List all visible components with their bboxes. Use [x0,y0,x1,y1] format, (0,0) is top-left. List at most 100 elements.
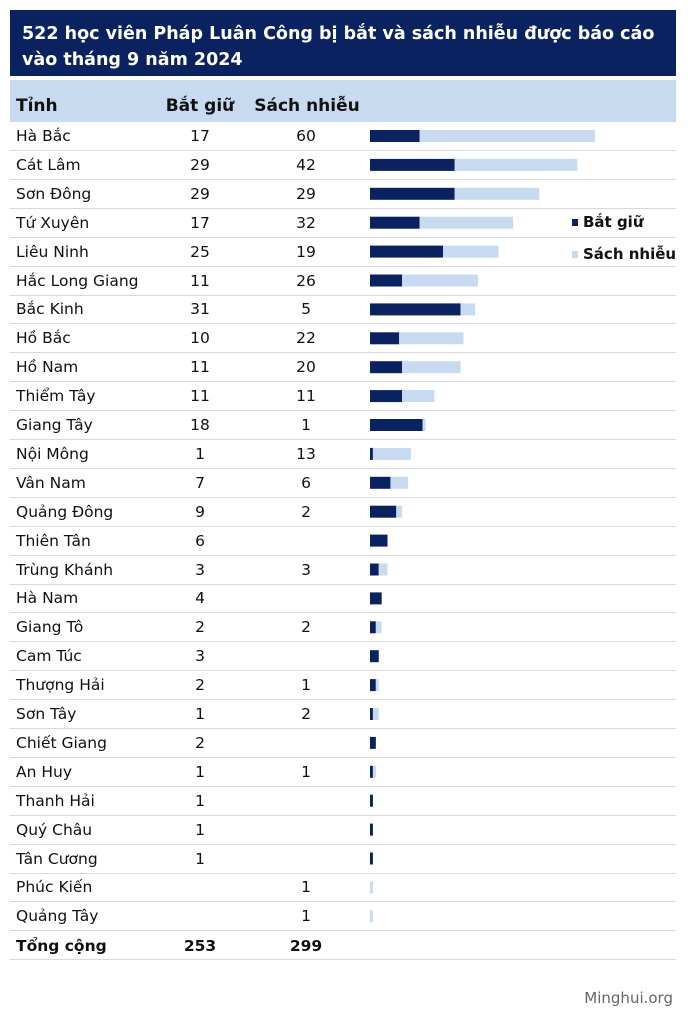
bar-arrested [370,476,391,489]
table-row: Giang Tây 18 1 [10,411,676,440]
province-cell: Tân Cương [16,849,98,868]
province-cell: Hồ Bắc [16,329,71,348]
province-cell: Giang Tây [16,416,93,434]
province-cell: Thanh Hải [16,791,95,810]
table-row: Quảng Tây 1 [10,902,676,932]
province-cell: Tứ Xuyên [16,213,90,232]
total-row: Tổng cộng 253 299 [10,931,676,961]
harassed-cell: 29 [296,184,316,203]
table-row: Vân Nam 7 6 [10,469,676,498]
bar-harassed [399,332,464,345]
arrested-cell: 6 [195,531,205,550]
harassed-cell: 26 [296,271,316,290]
bar-harassed [378,563,388,576]
arrested-cell: 1 [195,444,205,463]
harassed-cell: 1 [301,878,311,897]
arrested-cell: 17 [190,127,210,145]
bar-harassed [419,216,514,229]
harassed-cell: 3 [301,560,311,579]
province-cell: Hồ Nam [16,358,79,377]
harassed-cell: 1 [301,762,311,781]
table-row: Chiết Giang 2 [10,729,676,758]
bar-arrested [370,419,423,431]
bar-harassed [460,303,476,316]
table-row: Quý Châu 1 [10,816,676,845]
arrested-cell: 2 [195,733,205,752]
table-row: Hồ Bắc 10 22 [10,324,676,354]
arrested-cell: 3 [195,647,205,666]
bar-arrested [370,187,455,200]
province-cell: Thượng Hải [16,676,105,695]
bar-arrested [370,361,403,374]
legend-harassed: Sách nhiễu [583,245,677,263]
bar-arrested [370,708,373,720]
arrested-cell: 31 [190,300,210,319]
bar-arrested [370,534,388,547]
table-row: Thanh Hải 1 [10,787,676,816]
province-cell: Cát Lâm [16,155,81,174]
harassed-cell: 22 [296,329,316,348]
arrested-cell: 25 [190,242,210,261]
harassed-cell: 42 [296,155,316,174]
table-row: Liêu Ninh 25 19 [10,238,676,267]
legend-arrested: Bắt giữ [583,213,644,231]
harassed-cell: 20 [296,358,316,377]
arrested-cell: 7 [195,473,205,492]
bar-harassed [396,505,403,518]
arrested-cell: 1 [195,791,205,810]
province-cell: An Huy [16,762,73,781]
table-row: Thiểm Tây 11 11 [10,382,676,412]
province-cell: Chiết Giang [16,733,107,752]
arrested-cell: 29 [190,184,210,203]
province-cell: Nội Mông [16,444,89,463]
arrested-cell: 1 [195,820,205,839]
total-label: Tổng cộng [16,937,107,956]
bar-arrested [370,852,373,865]
province-cell: Thiên Tân [16,531,91,550]
bar-arrested [370,130,420,142]
arrested-cell: 2 [195,618,205,637]
province-cell: Quảng Đông [16,502,114,521]
header-harassed: Sách nhiễu [254,96,360,116]
bar-arrested [370,679,376,692]
bar-harassed [370,881,373,894]
harassed-cell: 6 [301,473,311,492]
table-row: Cát Lâm 29 42 [10,151,676,180]
province-cell: Quảng Tây [16,907,99,926]
harassed-cell: 1 [301,416,311,434]
harassed-cell: 11 [296,387,316,406]
harassed-cell: 13 [296,444,316,463]
bar-arrested [370,274,403,287]
bar-harassed [372,708,379,720]
bar-harassed [390,476,408,489]
bar-arrested [370,650,379,663]
table-row: Quảng Đông 9 2 [10,498,676,527]
source-credit: Minghui.org [584,989,673,1007]
harassed-cell: 32 [296,213,316,232]
province-cell: Bắc Kinh [16,300,84,319]
bar-harassed [402,390,435,403]
province-cell: Hắc Long Giang [16,271,139,290]
harassed-cell: 2 [301,705,311,723]
bar-harassed [375,621,382,634]
table-row: Hà Bắc 17 60 [10,122,676,151]
province-cell: Sơn Tây [16,705,77,723]
bar-harassed [370,910,373,923]
table-row: Giang Tô 2 2 [10,613,676,643]
harassed-cell: 2 [301,618,311,637]
bar-harassed [372,447,411,460]
table-row: Sơn Đông 29 29 [10,180,676,209]
province-cell: Quý Châu [16,820,93,839]
table-row: Tân Cương 1 [10,845,676,874]
province-cell: Cam Túc [16,647,82,666]
bar-arrested [370,390,403,403]
bar-arrested [370,245,443,258]
table-row: An Huy 1 1 [10,758,676,787]
arrested-cell: 18 [190,416,210,434]
bar-harassed [422,419,426,431]
province-cell: Phúc Kiến [16,878,93,897]
harassed-cell: 19 [296,242,316,261]
harassed-cell: 1 [301,676,311,695]
table-row: Hồ Nam 11 20 [10,353,676,383]
table-row: Cam Túc 3 [10,642,676,672]
